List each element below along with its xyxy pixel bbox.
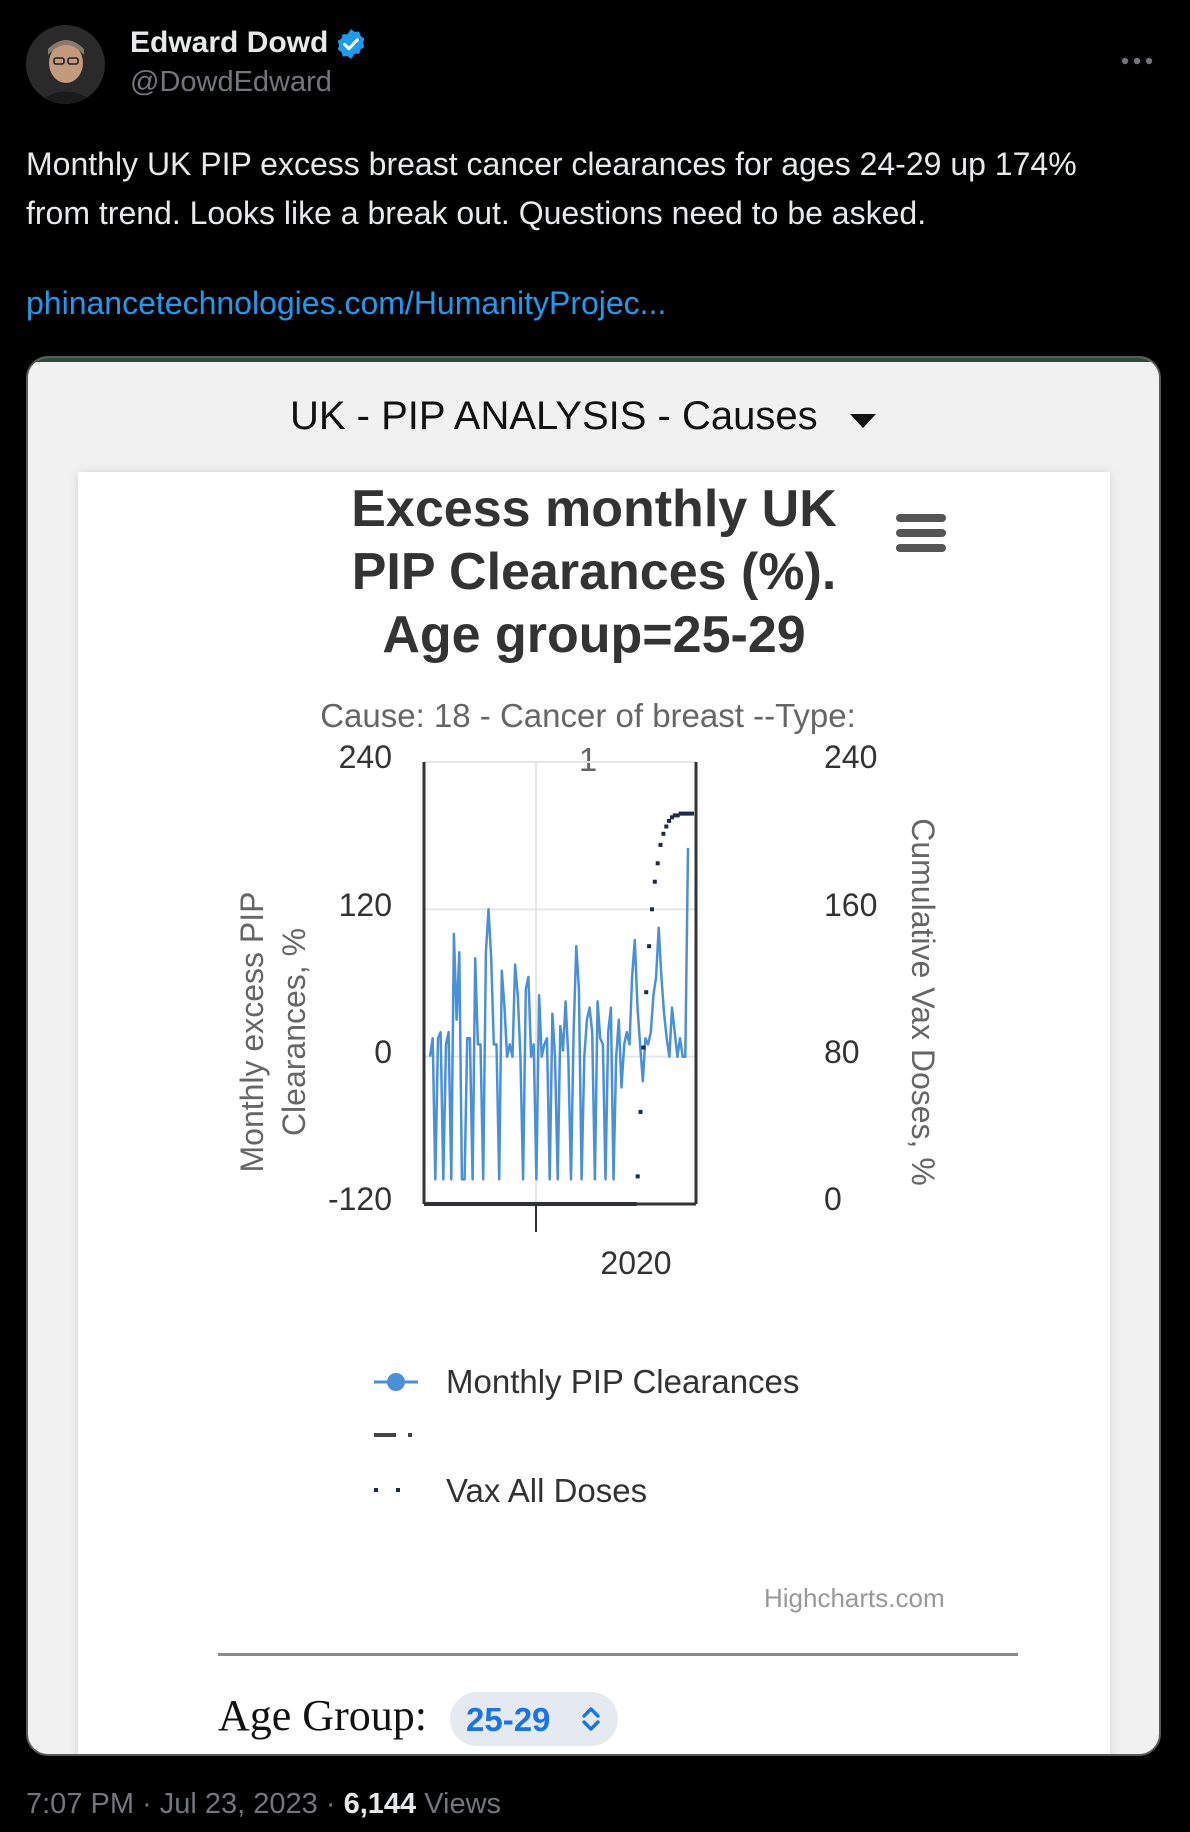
y-left-axis-label: Monthly excess PIP Clearances, %: [234, 892, 312, 1173]
hamburger-menu-icon[interactable]: [896, 514, 948, 558]
y-axis-left-ticks: 240 120 0 -120: [328, 739, 392, 1217]
y-right-axis-label: Cumulative Vax Doses, %: [905, 818, 941, 1186]
tweet-text-line-1: Monthly UK PIP excess breast cancer clea…: [26, 146, 1077, 182]
avatar[interactable]: [26, 25, 105, 104]
series-point-vax: [641, 1045, 646, 1050]
series-point-vax: [658, 842, 663, 847]
author-handle[interactable]: @DowdEdward: [130, 66, 332, 98]
tweet-timestamp[interactable]: 7:07 PM · Jul 23, 2023 · 6,144 Views: [26, 1788, 501, 1821]
series-point-vax: [664, 824, 669, 829]
y-axis-right-ticks: 240 160 80 0: [824, 739, 877, 1217]
y-left-tick: 240: [339, 739, 392, 775]
series-point-vax: [690, 811, 694, 816]
y-right-tick: 240: [824, 739, 877, 775]
views-label: Views: [416, 1788, 502, 1820]
media-top-border: [28, 358, 1159, 362]
series-line-pip: [428, 847, 690, 1181]
age-group-select[interactable]: 25-29: [450, 1692, 618, 1746]
verified-badge-icon: [334, 27, 368, 61]
y-right-tick: 0: [824, 1181, 842, 1217]
divider: [218, 1653, 1018, 1656]
series-point-vax: [672, 813, 677, 818]
tweet-text: Monthly UK PIP excess breast cancer clea…: [26, 140, 1176, 238]
analysis-selector[interactable]: UK - PIP ANALYSIS - Causes: [28, 362, 1159, 472]
more-dots-icon[interactable]: [1120, 40, 1154, 74]
y-left-axis-label-line-1: Monthly excess PIP: [234, 892, 270, 1173]
series-point-vax: [678, 811, 683, 816]
series-point-vax: [652, 879, 657, 884]
tweet-time: 7:07 PM: [26, 1788, 134, 1820]
legend-item-pip[interactable]: Monthly PIP Clearances: [374, 1363, 799, 1400]
series-point-vax: [644, 990, 649, 995]
chart-container: Excess monthly UK PIP Clearances (%). Ag…: [78, 472, 1110, 1754]
series-point-vax: [638, 1109, 643, 1114]
chart-title: Excess monthly UK PIP Clearances (%). Ag…: [78, 478, 1110, 667]
analysis-selector-label: UK - PIP ANALYSIS - Causes: [290, 394, 818, 438]
series-point-vax: [635, 1174, 640, 1179]
series-point-vax: [647, 944, 652, 949]
series-point-vax: [667, 818, 672, 823]
chart-title-line-1: Excess monthly UK: [351, 480, 837, 538]
up-down-chevron-icon: [580, 1705, 602, 1738]
y-right-axis-label-text: Cumulative Vax Doses, %: [905, 818, 941, 1186]
series-point-vax: [687, 811, 692, 816]
separator: ·: [317, 1788, 344, 1820]
caret-down-icon: [850, 414, 876, 434]
chart-axes: [422, 762, 698, 1232]
series-point-vax: [650, 907, 654, 912]
chart-svg: 240 120 0 -120 240 160 80 0 2020 Monthly…: [234, 739, 941, 1509]
y-left-tick: -120: [328, 1181, 392, 1217]
x-tick-label: 2020: [600, 1245, 671, 1281]
chart-title-line-3: Age group=25-29: [382, 606, 806, 664]
highcharts-credits-link[interactable]: Highcharts.com: [764, 1583, 945, 1613]
series-point-vax: [661, 831, 666, 836]
series-point-vax: [670, 815, 674, 820]
chart-subtitle-line-1: Cause: 18 - Cancer of breast --Type:: [320, 697, 856, 734]
legend-label-pip: Monthly PIP Clearances: [446, 1363, 799, 1400]
separator: ·: [134, 1788, 160, 1820]
y-left-tick: 0: [374, 1034, 392, 1070]
legend-item-vax[interactable]: Vax All Doses: [374, 1472, 647, 1509]
chart-subtitle-line-2: 1: [578, 741, 598, 778]
y-left-axis-label-line-2: Clearances, %: [276, 928, 312, 1136]
tweet-text-line-2: from trend. Looks like a break out. Ques…: [26, 195, 927, 231]
chart-plot-area: [424, 811, 694, 1206]
y-left-tick: 120: [339, 887, 392, 923]
author-name[interactable]: Edward Dowd: [130, 26, 329, 59]
series-point-vax: [655, 861, 660, 866]
media-card[interactable]: UK - PIP ANALYSIS - Causes Excess monthl…: [26, 356, 1161, 1756]
tweet-link[interactable]: phinancetechnologies.com/HumanityProjec.…: [26, 285, 667, 321]
legend-label-vax: Vax All Doses: [446, 1472, 647, 1509]
series-point-vax: [675, 813, 680, 818]
y-right-tick: 80: [824, 1034, 860, 1070]
age-group-value: 25-29: [466, 1701, 551, 1738]
views-count: 6,144: [343, 1788, 417, 1820]
chart-title-line-2: PIP Clearances (%).: [351, 543, 837, 601]
y-right-tick: 160: [824, 887, 877, 923]
chart-subtitle: Cause: 18 - Cancer of breast --Type: 1: [238, 694, 938, 782]
tweet-date: Jul 23, 2023: [159, 1788, 318, 1820]
series-point-vax: [681, 811, 686, 816]
series-point-vax: [684, 811, 689, 816]
age-group-label: Age Group:: [218, 1691, 427, 1740]
